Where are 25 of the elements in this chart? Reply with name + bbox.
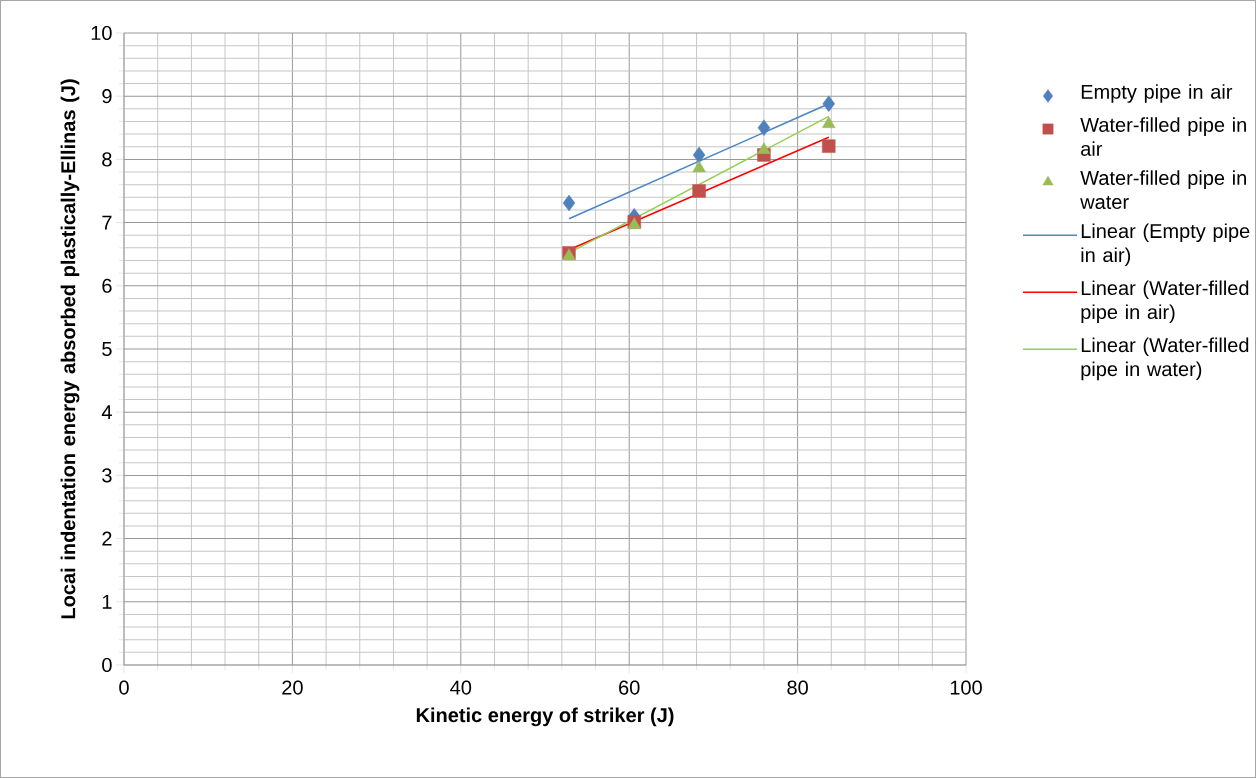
y-tick-label: 4 [101, 405, 112, 420]
x-tick-label: 100 [950, 680, 982, 695]
x-axis-title: Kinetic energy of striker (J) [416, 707, 674, 727]
legend-label: Water-filled pipe in air [1080, 117, 1246, 156]
y-axis-title: Locai indentation energy absorbed plastically-Ellinas (J) [60, 79, 80, 619]
x-tick-label: 60 [619, 680, 640, 695]
y-tick-label: 8 [102, 152, 112, 167]
x-tick-label: 0 [119, 680, 129, 695]
legend-label: Empty pipe in air [1081, 84, 1233, 103]
y-tick-label: 1 [102, 594, 112, 609]
x-tick-label: 20 [282, 680, 303, 695]
y-tick-label: 10 [91, 25, 112, 41]
y-tick-label: 7 [102, 215, 112, 230]
y-tick-label: 0 [102, 657, 112, 673]
y-tick-label: 5 [102, 342, 112, 356]
legend-label: Linear (Water-filled pipe in water) [1081, 337, 1249, 381]
legend-label: Linear (Water-filled pipe in air) [1081, 280, 1249, 324]
legend-label: Water-filled pipe in water [1080, 170, 1246, 209]
y-tick-label: 3 [102, 468, 112, 483]
x-tick-label: 80 [787, 680, 808, 695]
y-tick-label: 9 [102, 89, 112, 104]
legend-label: Linear (Empty pipe in air) [1081, 223, 1250, 267]
y-tick-label: 2 [102, 531, 112, 546]
y-tick-label: 6 [102, 278, 112, 293]
x-tick-label: 40 [450, 680, 472, 695]
